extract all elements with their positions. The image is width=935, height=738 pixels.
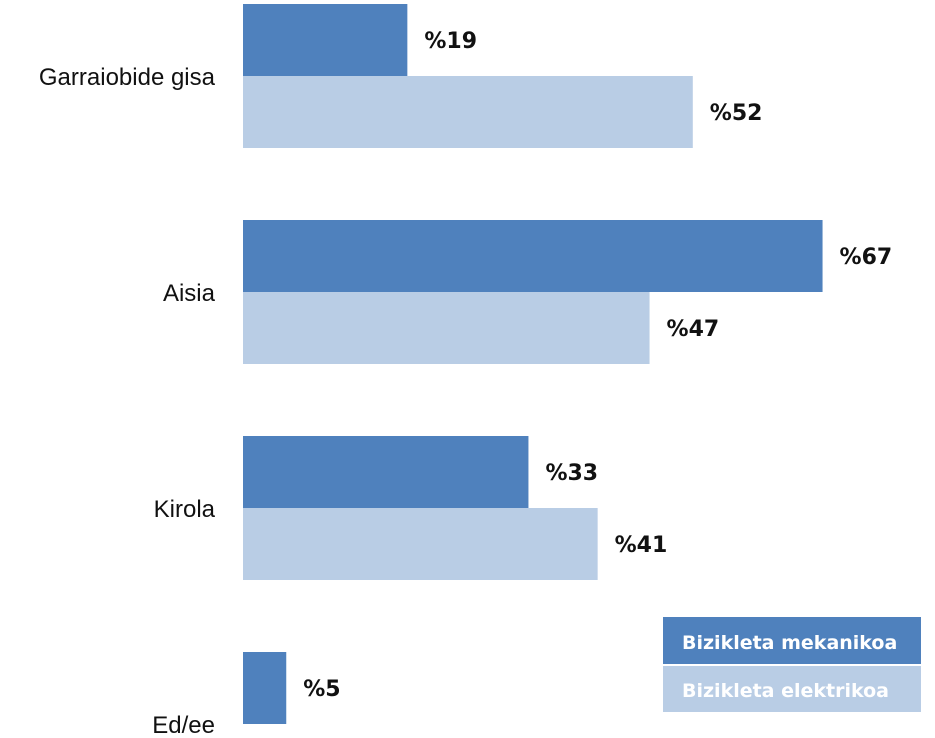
value-label-ed-ee-series-1: %5: [303, 677, 340, 702]
bar-kirola-series-1: [243, 436, 529, 508]
legend-swatch-mekanikoa: [663, 617, 921, 664]
legend-label-elektrikoa: Bizikleta elektrikoa: [682, 680, 889, 702]
value-labels: %19 %67 %33 %5 %52 %47 %41: [303, 29, 892, 702]
category-labels: Garraiobide gisa Aisia Kirola Ed/ee: [39, 64, 216, 738]
value-label-garraiobide-gisa-series-2: %52: [710, 101, 763, 126]
bar-garraiobide-gisa-series-2: [243, 76, 693, 148]
value-label-kirola-series-2: %41: [615, 533, 668, 558]
category-label-aisia: Aisia: [163, 280, 216, 307]
value-label-aisia-series-1: %67: [840, 245, 893, 270]
value-label-garraiobide-gisa-series-1: %19: [424, 29, 477, 54]
value-label-kirola-series-1: %33: [545, 461, 598, 486]
bar-kirola-series-2: [243, 508, 598, 580]
legend: Bizikleta mekanikoa Bizikleta elektrikoa: [663, 617, 921, 712]
value-label-aisia-series-2: %47: [667, 317, 720, 342]
bar-aisia-series-2: [243, 292, 650, 364]
category-label-ed-ee: Ed/ee: [152, 712, 215, 738]
bar-aisia-series-1: [243, 220, 823, 292]
bar-garraiobide-gisa-series-1: [243, 4, 408, 76]
legend-label-mekanikoa: Bizikleta mekanikoa: [682, 632, 897, 654]
legend-swatch-elektrikoa: [663, 666, 921, 712]
bars: [243, 4, 823, 724]
category-label-garraiobide-gisa: Garraiobide gisa: [39, 64, 216, 91]
bar-ed-ee-series-1: [243, 652, 287, 724]
category-label-kirola: Kirola: [154, 496, 216, 523]
